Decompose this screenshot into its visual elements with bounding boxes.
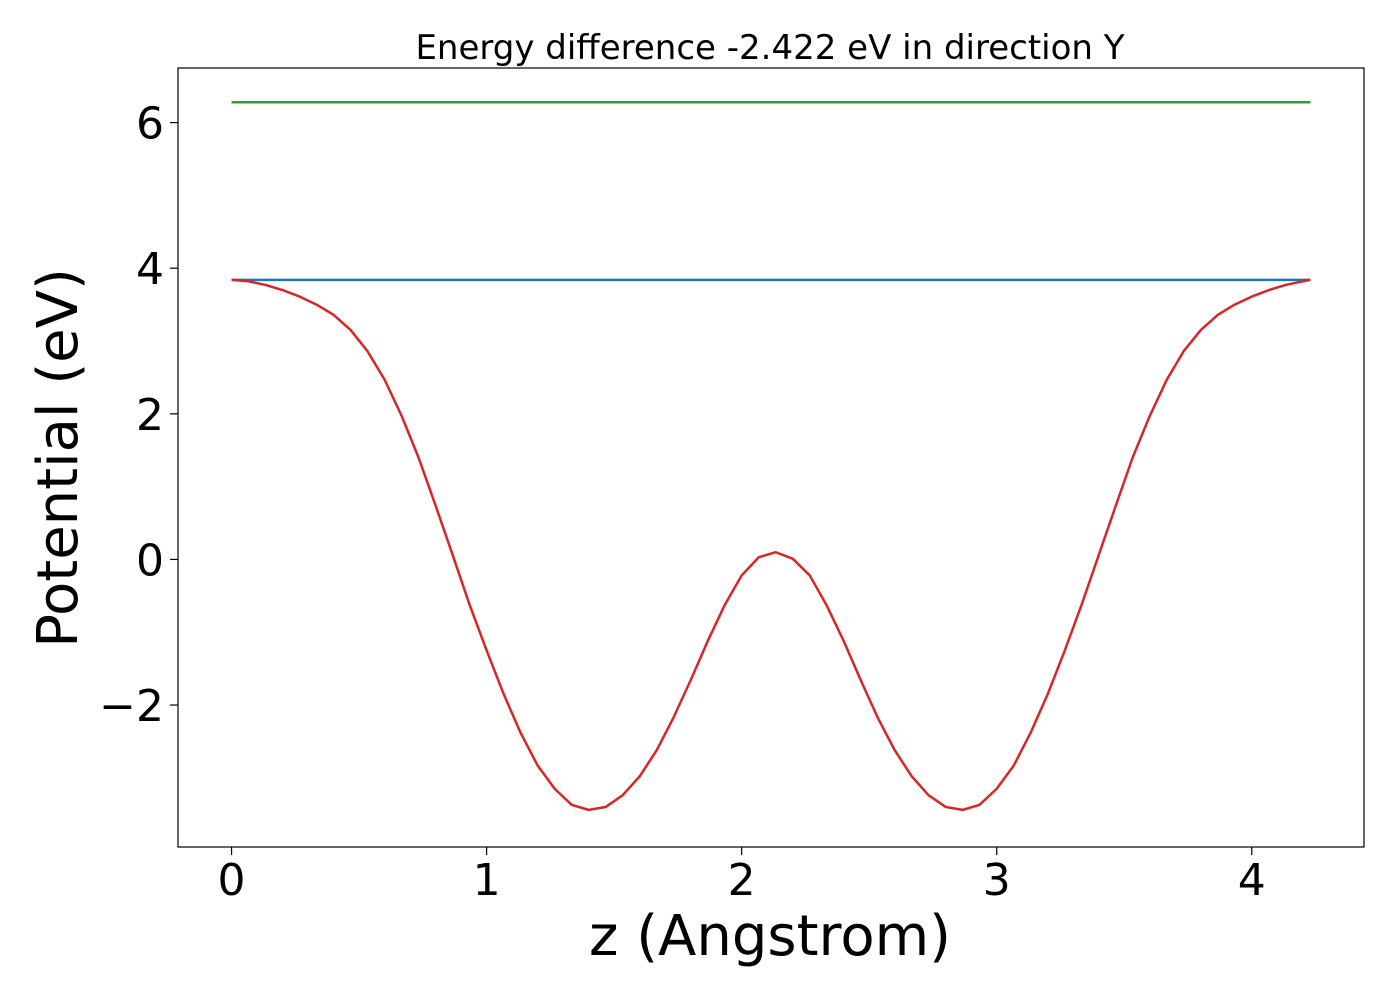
x-tick-label: 3 <box>983 855 1011 906</box>
y-axis-label: Potential (eV) <box>26 268 91 648</box>
x-tick-label: 1 <box>473 855 501 906</box>
x-tick-label: 4 <box>1238 855 1266 906</box>
y-tick-label: 0 <box>136 535 164 586</box>
x-axis: 0 1 2 3 4 <box>218 847 1266 906</box>
x-tick-label: 0 <box>218 855 246 906</box>
plot-area <box>231 100 1311 812</box>
series-line-3 <box>231 278 1311 812</box>
plot-frame <box>177 67 1365 848</box>
y-axis: −2 0 2 4 6 <box>99 99 178 732</box>
x-tick-label: 2 <box>728 855 756 906</box>
y-tick-label: −2 <box>99 681 164 732</box>
x-axis-label: z (Angstrom) <box>589 904 951 969</box>
y-tick-label: 4 <box>136 244 164 295</box>
y-tick-label: 2 <box>136 390 164 441</box>
chart-title: Energy difference -2.422 eV in direction… <box>415 28 1124 68</box>
y-tick-label: 6 <box>136 99 164 150</box>
